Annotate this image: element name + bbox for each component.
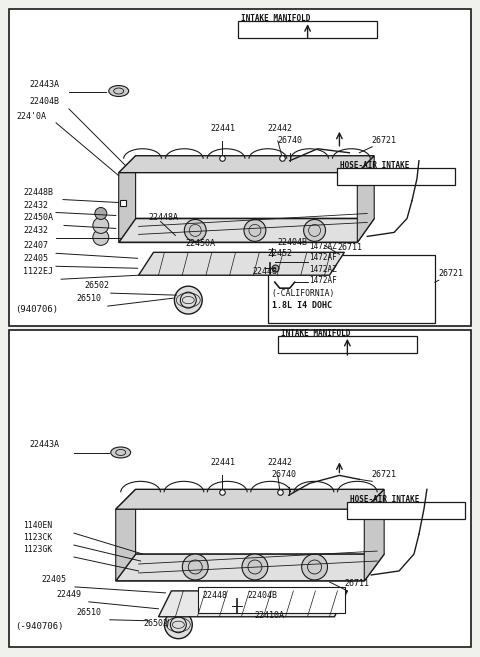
- Text: 224'0A: 224'0A: [16, 112, 46, 121]
- Text: 22405: 22405: [23, 254, 48, 263]
- Text: 1472AF: 1472AF: [310, 276, 337, 285]
- Bar: [268, 256, 435, 323]
- Text: 22432: 22432: [23, 227, 48, 235]
- Text: 26740: 26740: [278, 136, 303, 145]
- Circle shape: [244, 219, 266, 241]
- Ellipse shape: [109, 85, 129, 97]
- Text: 22442: 22442: [268, 124, 293, 133]
- Circle shape: [174, 286, 202, 314]
- Polygon shape: [116, 554, 384, 581]
- Text: 22410A: 22410A: [255, 611, 285, 620]
- Text: 26740: 26740: [272, 470, 297, 480]
- Text: 22407: 22407: [23, 241, 48, 250]
- Text: 22405: 22405: [41, 575, 66, 584]
- Text: 22452: 22452: [268, 249, 293, 258]
- Text: INTAKE MANIFOLD: INTAKE MANIFOLD: [241, 14, 311, 23]
- Text: 26510: 26510: [76, 294, 101, 303]
- Circle shape: [301, 554, 327, 580]
- Text: 22432: 22432: [23, 200, 48, 210]
- Text: (940706): (940706): [15, 305, 58, 314]
- Circle shape: [165, 611, 192, 639]
- Bar: [9, 9, 471, 326]
- Text: 22441: 22441: [210, 459, 235, 467]
- Text: 26721: 26721: [371, 136, 396, 145]
- Text: 22450A: 22450A: [23, 214, 53, 223]
- Circle shape: [182, 554, 208, 580]
- Text: 22442: 22442: [268, 459, 293, 467]
- Text: 1472AF: 1472AF: [310, 254, 337, 262]
- Text: 22441: 22441: [210, 124, 235, 133]
- Circle shape: [304, 219, 325, 241]
- Polygon shape: [119, 156, 374, 173]
- Text: 22449: 22449: [56, 590, 81, 599]
- Text: 1122EJ: 1122EJ: [23, 267, 53, 276]
- Text: 22404B: 22404B: [29, 97, 59, 106]
- Bar: [198, 587, 346, 613]
- Text: HOSE-AIR INTAKE: HOSE-AIR INTAKE: [350, 495, 420, 505]
- Text: 22448A: 22448A: [148, 214, 179, 223]
- Text: 22448B: 22448B: [23, 187, 53, 196]
- Text: 22450A: 22450A: [185, 239, 216, 248]
- Bar: [278, 336, 417, 353]
- Text: 1123GK: 1123GK: [23, 545, 52, 554]
- Text: 22404B: 22404B: [278, 238, 308, 247]
- Text: 26721: 26721: [439, 269, 464, 278]
- Text: 22448: 22448: [202, 591, 227, 600]
- Text: 1140EN: 1140EN: [23, 521, 52, 530]
- Text: 22448: 22448: [253, 267, 278, 276]
- Bar: [348, 502, 465, 519]
- Text: (-CALIFORNIA): (-CALIFORNIA): [272, 289, 335, 298]
- Text: 26711: 26711: [337, 243, 362, 252]
- Polygon shape: [357, 156, 374, 242]
- Circle shape: [93, 229, 109, 245]
- Bar: [337, 168, 455, 185]
- Text: 22404B: 22404B: [247, 591, 277, 600]
- Circle shape: [95, 208, 107, 219]
- Text: 1472AZ: 1472AZ: [310, 265, 337, 274]
- Text: (-940706): (-940706): [15, 622, 64, 631]
- Text: 26502: 26502: [85, 281, 110, 290]
- Text: 26721: 26721: [371, 470, 396, 480]
- Text: INTAKE MANIFOLD: INTAKE MANIFOLD: [281, 329, 350, 338]
- Bar: [9, 330, 471, 646]
- Text: 22443A: 22443A: [29, 80, 59, 89]
- Polygon shape: [119, 156, 136, 242]
- Text: 1.8L I4 DOHC: 1.8L I4 DOHC: [272, 301, 332, 310]
- Text: HOSE-AIR INTAKE: HOSE-AIR INTAKE: [340, 161, 410, 170]
- Polygon shape: [139, 252, 344, 275]
- Ellipse shape: [111, 447, 131, 458]
- Text: 26502: 26502: [144, 619, 168, 627]
- Circle shape: [184, 219, 206, 241]
- Text: 22443A: 22443A: [29, 440, 59, 449]
- Bar: [238, 21, 377, 38]
- Circle shape: [93, 217, 109, 233]
- Text: 1123CK: 1123CK: [23, 533, 52, 542]
- Text: 26711: 26711: [344, 579, 370, 588]
- Polygon shape: [116, 489, 136, 581]
- Polygon shape: [119, 219, 374, 242]
- Circle shape: [242, 554, 268, 580]
- Polygon shape: [364, 489, 384, 581]
- Text: 1472AZ: 1472AZ: [310, 242, 337, 252]
- Polygon shape: [158, 591, 348, 617]
- Text: 26510: 26510: [76, 608, 101, 617]
- Polygon shape: [116, 489, 384, 509]
